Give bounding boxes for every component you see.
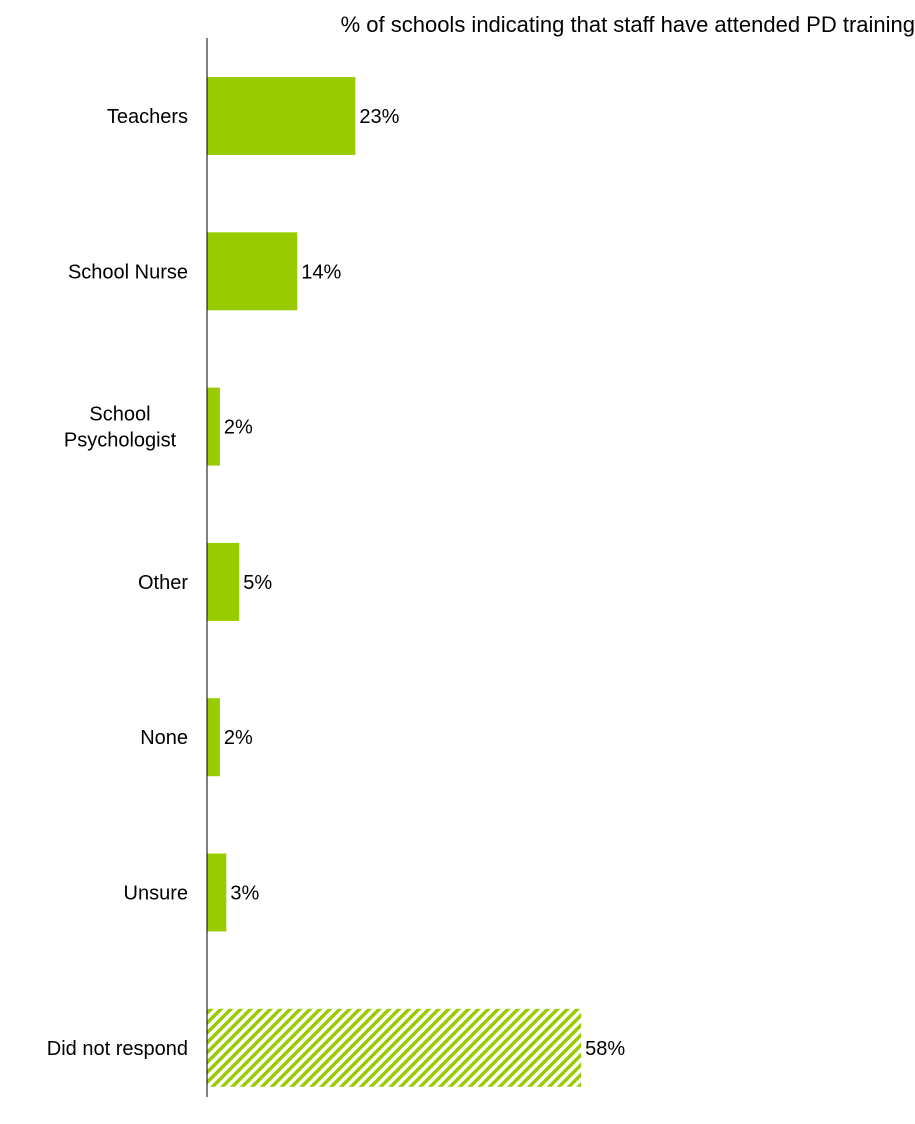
bar [207,542,240,621]
data-label: 58% [585,1038,625,1060]
category-label-line: School Nurse [68,261,188,283]
data-label: 5% [243,572,272,594]
category-label: Did not respond [47,1038,188,1060]
category-label: School Nurse [68,261,188,283]
data-label: 3% [230,883,259,905]
category-label-line: School [89,404,150,426]
category-label-line: Teachers [107,106,188,128]
bar [207,232,298,311]
category-label-line: None [140,727,188,749]
category-label: School Psychologist [64,404,177,452]
bar [207,77,356,155]
bar [207,387,220,466]
bar [207,698,220,777]
category-label-line: Other [138,572,188,594]
chart-title: % of schools indicating that staff have … [341,12,915,37]
category-label-line: Psychologist [64,430,177,452]
data-label: 2% [224,417,253,439]
data-label: 2% [224,727,253,749]
data-label: 14% [301,261,341,283]
category-label: Teachers [107,106,188,128]
category-label-line: Unsure [124,883,188,905]
bar [207,1008,582,1087]
category-label: None [140,727,188,749]
data-label: 23% [359,106,399,128]
bar [207,853,227,932]
category-label: Other [138,572,188,594]
category-label: Unsure [124,883,188,905]
category-label-line: Did not respond [47,1038,188,1060]
